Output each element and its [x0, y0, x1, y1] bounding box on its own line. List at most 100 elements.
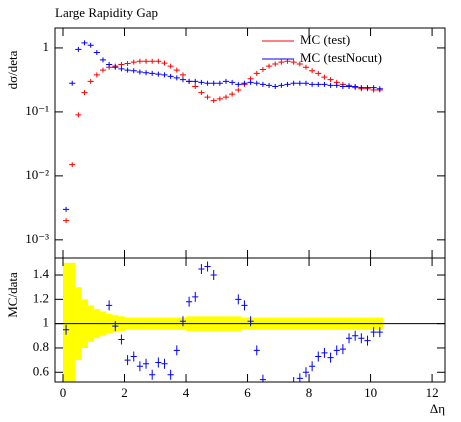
data-point [327, 82, 334, 88]
ratio-point [259, 374, 266, 382]
ratio-point [186, 296, 193, 307]
ratio-point [302, 367, 310, 378]
data-point [179, 77, 187, 83]
data-point [93, 72, 100, 78]
ratio-point [290, 377, 297, 382]
data-point [229, 91, 236, 97]
data-point [192, 83, 199, 89]
y-tick-label: 10⁻¹ [25, 103, 49, 118]
data-point [321, 81, 328, 87]
ratio-point [161, 358, 168, 369]
x-axis-label: Δη [430, 401, 445, 416]
data-point [241, 80, 248, 86]
ratio-point [112, 321, 119, 332]
ratio-point [278, 389, 284, 399]
ratio-point [364, 335, 371, 346]
data-point [161, 60, 168, 66]
legend-label: MC (test) [300, 32, 350, 47]
data-point [296, 61, 303, 67]
data-point [161, 72, 168, 78]
data-point [69, 162, 76, 168]
data-point [179, 72, 187, 78]
ratio-point [339, 344, 346, 355]
data-point [93, 49, 100, 55]
data-point [198, 90, 205, 96]
data-point [210, 80, 217, 86]
ratio-point [321, 347, 328, 358]
data-point [167, 73, 174, 79]
data-point [136, 69, 143, 75]
data-point [229, 79, 236, 85]
ratio-point [345, 333, 353, 344]
ratio-point [124, 355, 131, 366]
data-point [62, 206, 70, 212]
ratio-point [327, 352, 334, 363]
data-point [210, 98, 217, 104]
data-point [278, 82, 285, 88]
data-point [99, 67, 107, 73]
y-tick-label: 0.6 [33, 363, 50, 378]
ratio-point [149, 369, 156, 380]
data-point [352, 83, 359, 89]
plot-frame [54, 27, 446, 259]
ratio-point [155, 357, 162, 368]
data-point [370, 85, 377, 91]
data-point [118, 62, 125, 68]
data-point [130, 68, 137, 74]
ratio-point [204, 261, 211, 272]
chart-title: Large Rapidity Gap [55, 5, 158, 20]
data-point [186, 78, 193, 84]
ratio-point [235, 294, 242, 305]
ratio-point [272, 392, 278, 402]
data-point [75, 112, 82, 118]
data-point [124, 61, 131, 67]
data-point [315, 70, 322, 76]
x-tick-label: 6 [244, 385, 251, 400]
data-point [333, 82, 340, 88]
data-point [265, 82, 273, 88]
data-point [204, 94, 211, 100]
top-plot [62, 40, 383, 224]
data-point [87, 42, 94, 48]
x-tick-label: 4 [183, 385, 190, 400]
data-point [130, 59, 137, 65]
data-point [235, 87, 242, 93]
data-point [136, 58, 143, 64]
ratio-point [130, 351, 137, 362]
y-axis-label: dσ/deta [5, 50, 20, 89]
ratio-point [309, 361, 316, 372]
ratio-point [167, 369, 174, 380]
ratio-point [210, 270, 217, 281]
y-tick-label: 1 [43, 39, 50, 54]
data-point [364, 85, 371, 91]
data-point [327, 77, 334, 83]
data-point [290, 59, 297, 65]
ratio-point [333, 345, 340, 356]
data-point [302, 80, 310, 86]
ratio-point [217, 246, 223, 256]
data-point [69, 80, 76, 86]
y-tick-label: 1 [43, 315, 50, 330]
ratio-point [370, 327, 377, 338]
ratio-point [376, 327, 383, 338]
data-point [222, 94, 230, 100]
data-point [62, 218, 70, 224]
data-point [198, 79, 205, 85]
data-point [309, 68, 316, 74]
ratio-point [266, 386, 272, 396]
y-tick-label: 1.4 [33, 266, 50, 281]
data-point [272, 83, 279, 89]
data-point [87, 78, 94, 84]
y-tick-label: 0.8 [33, 339, 49, 354]
ratio-point [106, 300, 113, 311]
ratio-point [62, 324, 70, 335]
data-point [376, 86, 383, 92]
data-point [309, 81, 316, 87]
data-point [124, 67, 131, 73]
data-point [302, 64, 310, 70]
ratio-point [179, 316, 187, 327]
ratio-point [192, 291, 199, 302]
ratio-point [287, 381, 289, 382]
data-point [265, 63, 273, 69]
data-point [272, 61, 279, 67]
